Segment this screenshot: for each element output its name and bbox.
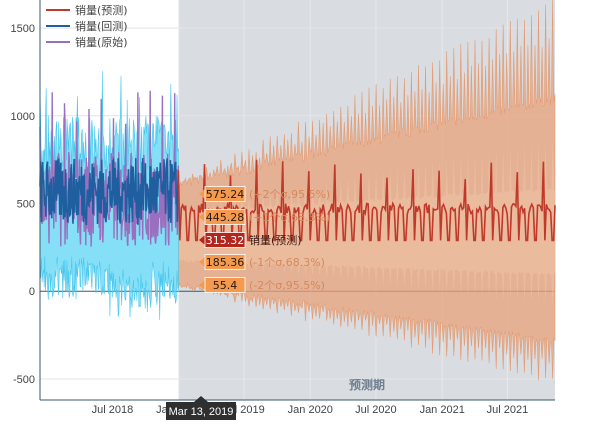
- legend-label: 销量(回测): [75, 19, 128, 33]
- y-tick-label: 1000: [11, 111, 35, 123]
- tooltip-label: (-2个σ,95.5%): [249, 279, 325, 292]
- legend[interactable]: 销量(预测) 销量(回测) 销量(原始): [46, 3, 128, 49]
- y-axis-ticks: -500 0 500 1000 1500: [11, 23, 35, 386]
- legend-label: 销量(原始): [75, 35, 128, 49]
- x-tick-label: Jul 2018: [92, 404, 134, 416]
- tooltip-value: 185.36: [206, 256, 245, 269]
- y-tick-label: -500: [13, 374, 35, 386]
- forecast-chart[interactable]: -500050010001500 Jul 2018Jan 2019Jul 201…: [0, 0, 600, 425]
- legend-label: 销量(预测): [75, 3, 128, 17]
- x-tick-label: Jan 2021: [420, 404, 465, 416]
- tooltip-value: 55.4: [213, 279, 238, 292]
- x-tick-label: Jul 2021: [487, 404, 529, 416]
- tooltip-value: 575.24: [206, 188, 245, 201]
- x-tick-label: Jul 2020: [355, 404, 397, 416]
- tooltip-value: 315.32: [206, 234, 245, 247]
- hover-date-text: Mar 13, 2019: [169, 406, 234, 418]
- tooltip-label: (-1个σ,68.3%): [249, 256, 325, 269]
- y-tick-label: 0: [29, 286, 35, 298]
- x-tick-label: Jan 2020: [288, 404, 333, 416]
- y-tick-label: 500: [17, 199, 35, 211]
- forecast-period-label: 预测期: [349, 377, 385, 392]
- tooltip-label: (+2个σ,95.5%): [249, 188, 330, 201]
- tooltip-value: 445.28: [206, 211, 245, 224]
- y-tick-label: 1500: [11, 23, 35, 35]
- tooltip-label: (+1个σ,68.3%): [249, 211, 330, 224]
- tooltip-label: 销量(预测): [249, 233, 302, 247]
